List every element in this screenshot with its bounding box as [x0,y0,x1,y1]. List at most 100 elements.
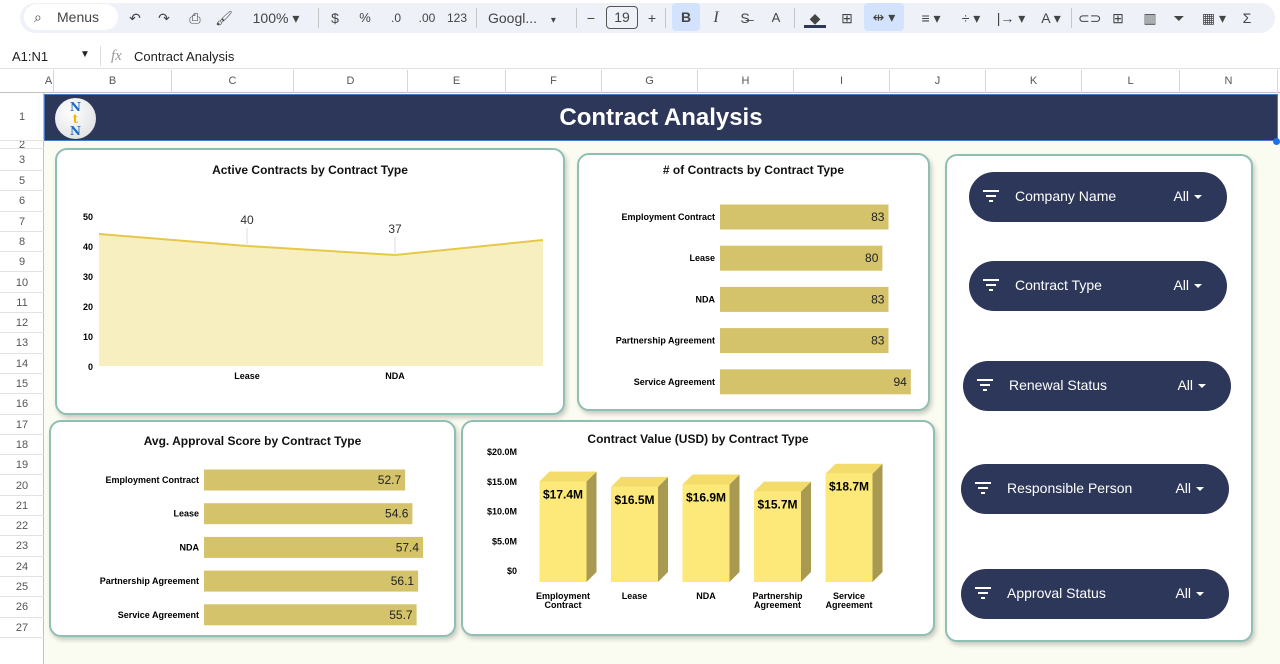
formula-input[interactable]: Contract Analysis [134,49,235,64]
column-header[interactable]: N [1180,70,1278,93]
undo-icon[interactable]: ↶ [129,10,141,26]
chart-icon[interactable]: ▥ [1143,10,1157,26]
row-header[interactable]: 24 [0,557,44,577]
row-header[interactable]: 22 [0,516,44,537]
contracts-count-chart[interactable]: # of Contracts by Contract Type Employme… [577,153,930,411]
column-header[interactable]: A [44,70,54,93]
row-header[interactable]: 27 [0,618,44,638]
filter-value[interactable]: All [1175,585,1191,601]
selection-handle[interactable] [1273,138,1280,145]
paint-format-icon[interactable]: 🖌 [215,10,233,26]
strikethrough-icon[interactable]: S̶ [740,10,750,26]
functions-icon[interactable]: ▦ ▾ [1201,10,1227,26]
align-vertical-icon[interactable]: ÷ ▾ [961,10,981,26]
decrease-decimal-button[interactable]: .0 [390,11,401,25]
column-header[interactable]: D [294,70,408,93]
font-select[interactable]: Googl... ▾ [488,10,556,26]
row-header[interactable]: 7 [0,212,44,232]
contract-value-chart[interactable]: Contract Value (USD) by Contract Type $0… [461,420,935,636]
bold-button[interactable]: B [672,3,700,31]
menus-search[interactable]: ⌕ Menus [24,4,118,30]
decrease-font-size-button[interactable]: − [586,10,596,26]
fill-color-icon[interactable]: ◆ [804,8,826,28]
text-wrap-icon[interactable]: |→ ▾ [996,10,1026,26]
text-color-button[interactable]: A [771,10,781,25]
column-header[interactable]: C [172,70,294,93]
column-header[interactable]: L [1082,70,1180,93]
increase-font-size-button[interactable]: + [647,10,657,26]
dropdown-caret-icon[interactable] [1198,384,1206,388]
row-header[interactable]: 23 [0,536,44,557]
comment-icon[interactable]: ⊞ [1112,10,1124,26]
column-header[interactable]: I [794,70,890,93]
column-header[interactable]: J [890,70,986,93]
row-header[interactable]: 26 [0,597,44,618]
row-header[interactable]: 10 [0,273,44,293]
category-label: Lease [173,509,199,519]
more-formats-button[interactable]: 123 [446,11,468,25]
dropdown-caret-icon[interactable] [1196,592,1204,596]
row-header[interactable]: 25 [0,577,44,598]
row-header[interactable]: 5 [0,171,44,192]
filter-company-name[interactable]: Company Name All [969,172,1227,222]
dropdown-caret-icon[interactable] [1194,284,1202,288]
column-header[interactable]: F [506,70,602,93]
increase-decimal-button[interactable]: .00 [418,11,436,25]
row-header[interactable]: 6 [0,191,44,212]
row-header[interactable]: 13 [0,333,44,354]
row-header[interactable]: 14 [0,354,44,374]
row-header[interactable]: 17 [0,415,44,435]
category-label: Partnership [752,591,803,601]
row-header[interactable]: 15 [0,374,44,395]
filter-icon [975,587,991,599]
dropdown-caret-icon[interactable] [1196,487,1204,491]
filter-renewal-status[interactable]: Renewal Status All [963,361,1231,411]
column-header[interactable]: B [54,70,172,93]
row-header[interactable]: 21 [0,496,44,517]
row-header[interactable]: 19 [0,455,44,476]
active-contracts-chart[interactable]: Active Contracts by Contract Type 0 10 20 3… [55,148,565,415]
currency-button[interactable]: $ [331,10,339,26]
redo-icon[interactable]: ↷ [158,10,170,26]
print-icon[interactable]: ⎙ [189,10,201,26]
row-header[interactable]: 11 [0,293,44,314]
column-header[interactable]: K [986,70,1082,93]
zoom-select[interactable]: 100% ▾ [252,10,300,26]
filter-icon[interactable]: ⏷ [1173,10,1185,26]
text-rotation-icon[interactable]: A ▾ [1041,10,1061,26]
borders-icon[interactable]: ⊞ [841,10,853,26]
column-header[interactable]: H [698,70,794,93]
row-header[interactable]: 8 [0,232,44,253]
row-header[interactable]: 16 [0,394,44,415]
filter-value[interactable]: All [1173,188,1189,204]
filter-value[interactable]: All [1173,277,1189,293]
row-header[interactable]: 18 [0,435,44,456]
filter-approval-status[interactable]: Approval Status All [961,569,1229,619]
row-header[interactable]: 1 [0,93,44,141]
merge-cells-icon[interactable]: ⇹ ▾ [864,3,904,31]
area-fill [99,234,543,366]
filter-contract-type[interactable]: Contract Type All [969,261,1227,311]
column-header[interactable]: E [408,70,506,93]
name-box[interactable]: A1:N1 [12,49,49,64]
align-horizontal-icon[interactable]: ≡ ▾ [921,10,941,26]
row-header[interactable]: 9 [0,252,44,273]
filter-value[interactable]: All [1177,377,1193,393]
font-size-input[interactable]: 19 [606,6,638,29]
bar-top [825,463,883,474]
category-label: Employment Contract [105,475,199,485]
row-header[interactable]: 3 [0,149,44,171]
name-box-dropdown-icon[interactable]: ▼ [80,49,90,60]
column-header[interactable]: G [602,70,698,93]
percent-button[interactable]: % [359,10,371,25]
approval-score-chart[interactable]: Avg. Approval Score by Contract Type Emp… [49,420,456,637]
row-header[interactable]: 2 [0,141,44,149]
italic-button[interactable]: I [713,9,719,26]
row-header[interactable]: 12 [0,313,44,334]
link-icon[interactable]: ⊂⊃ [1078,10,1102,26]
filter-value[interactable]: All [1175,480,1191,496]
row-header[interactable]: 20 [0,476,44,496]
filter-responsible-person[interactable]: Responsible Person All [961,464,1229,514]
sum-button[interactable]: Σ [1242,10,1252,26]
dropdown-caret-icon[interactable] [1194,195,1202,199]
